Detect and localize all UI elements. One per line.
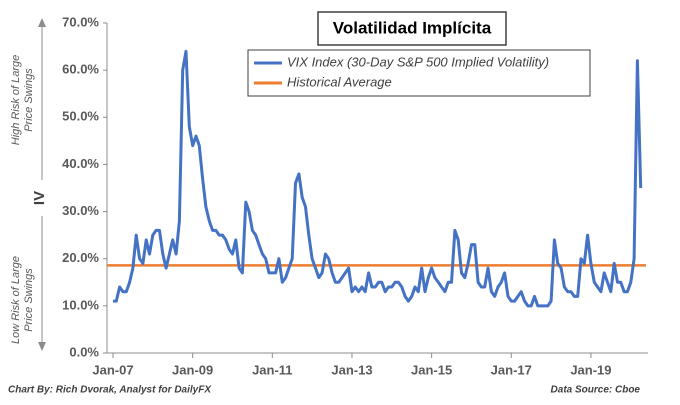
arrow-head [38, 342, 46, 351]
x-tick-label: Jan-15 [411, 362, 452, 377]
y-tick-label: 30.0% [62, 203, 99, 218]
y-tick-label: 60.0% [62, 62, 99, 77]
legend-box [247, 49, 591, 97]
annotation: Price Swings [23, 68, 35, 132]
low-annotation: Low Risk of Large Price Swings [10, 256, 35, 344]
arrow-head [38, 18, 46, 27]
annotation: Price Swings [23, 268, 35, 332]
y-tick-label: 0.0% [69, 344, 99, 359]
legend-label: VIX Index (30-Day S&P 500 Implied Volati… [287, 54, 549, 69]
credit: Chart By: Rich Dvorak, Analyst for Daily… [8, 385, 212, 396]
x-tick-label: Jan-11 [252, 362, 292, 377]
y-tick-label: 50.0% [62, 109, 99, 124]
x-tick-label: Jan-17 [491, 362, 532, 377]
y-tick-label: 20.0% [62, 250, 99, 265]
x-tick-label: Jan-09 [172, 362, 213, 377]
y-tick-label: 40.0% [62, 156, 99, 171]
annotation: High Risk of Large [10, 55, 22, 146]
y-axis-label: IV [31, 191, 48, 205]
x-tick-label: Jan-07 [92, 362, 133, 377]
high-annotation: High Risk of Large Price Swings [10, 55, 35, 146]
source: Data Source: Cboe [551, 385, 641, 396]
legend-label: Historical Average [287, 74, 392, 89]
x-tick-label: Jan-19 [570, 362, 611, 377]
y-tick-label: 10.0% [62, 297, 99, 312]
x-tick-label: Jan-13 [331, 362, 372, 377]
series-line [113, 49, 643, 308]
annotation: Low Risk of Large [10, 256, 22, 344]
chart-title: Volatilidad Implícita [333, 18, 492, 37]
title-box [317, 11, 507, 46]
y-tick-label: 70.0% [62, 14, 99, 29]
